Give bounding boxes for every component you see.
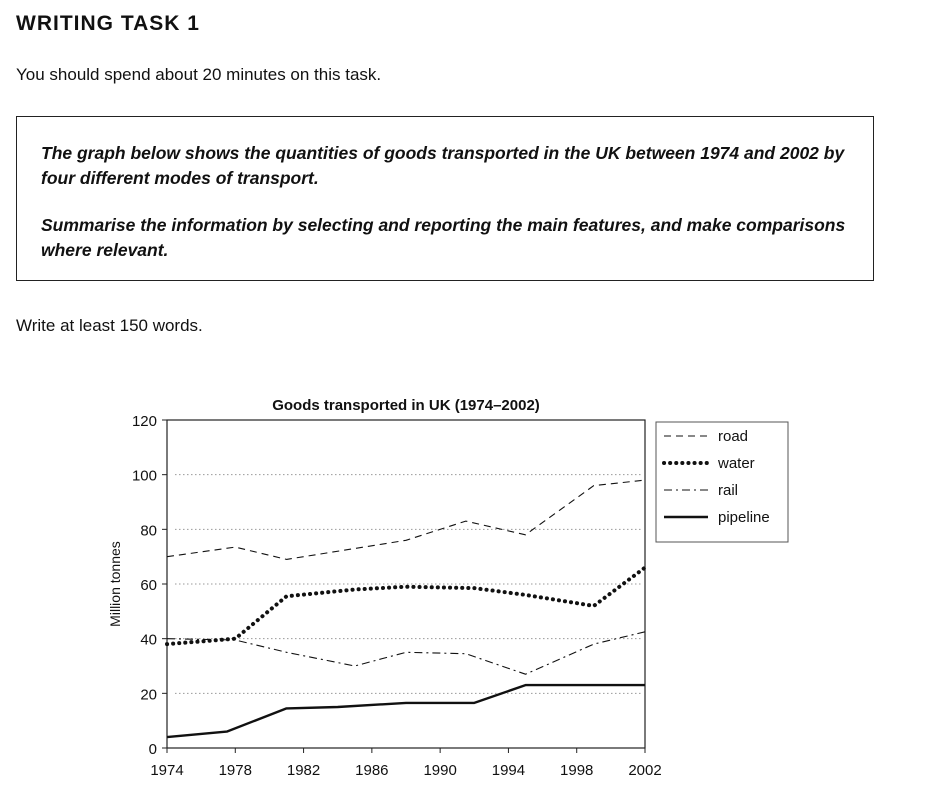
task-description: The graph below shows the quantities of … bbox=[41, 143, 845, 188]
word-count-instruction: Write at least 150 words. bbox=[16, 316, 203, 335]
y-tick-label: 40 bbox=[140, 632, 157, 649]
legend-label-pipeline: pipeline bbox=[718, 509, 770, 526]
legend-label-water: water bbox=[717, 455, 755, 472]
series-line-road bbox=[166, 479, 646, 560]
y-axis-label: Million tonnes bbox=[107, 541, 123, 627]
x-tick-label: 2002 bbox=[628, 762, 661, 779]
legend-box bbox=[655, 421, 789, 543]
series-line-rail bbox=[166, 631, 646, 675]
series-line-water bbox=[165, 565, 647, 647]
legend-label-rail: rail bbox=[718, 482, 738, 499]
y-tick-label: 120 bbox=[132, 413, 157, 430]
y-tick-label: 80 bbox=[140, 522, 157, 539]
x-tick-label: 1986 bbox=[355, 762, 388, 779]
chart-title: Goods transported in UK (1974–2002) bbox=[272, 397, 540, 414]
x-tick-label: 1982 bbox=[287, 762, 320, 779]
x-tick-label: 1990 bbox=[423, 762, 456, 779]
x-tick-label: 1978 bbox=[219, 762, 252, 779]
x-tick-label: 1994 bbox=[492, 762, 525, 779]
task-prompt-box: The graph below shows the quantities of … bbox=[16, 116, 874, 281]
y-tick-label: 100 bbox=[132, 468, 157, 485]
legend-label-road: road bbox=[718, 428, 748, 445]
plot-frame bbox=[166, 419, 646, 749]
y-tick-label: 20 bbox=[140, 686, 157, 703]
y-tick-label: 60 bbox=[140, 577, 157, 594]
task-summary-instruction: Summarise the information by selecting a… bbox=[41, 215, 846, 260]
line-chart: Goods transported in UK (1974–2002) 0 20 40… bbox=[107, 397, 789, 779]
x-tick-label: 1974 bbox=[150, 762, 183, 779]
page-heading: WRITING TASK 1 bbox=[16, 12, 200, 35]
series-line-pipeline bbox=[166, 683, 645, 739]
x-tick-label: 1998 bbox=[560, 762, 593, 779]
time-instruction: You should spend about 20 minutes on thi… bbox=[16, 65, 382, 84]
y-tick-label: 0 bbox=[149, 741, 157, 758]
